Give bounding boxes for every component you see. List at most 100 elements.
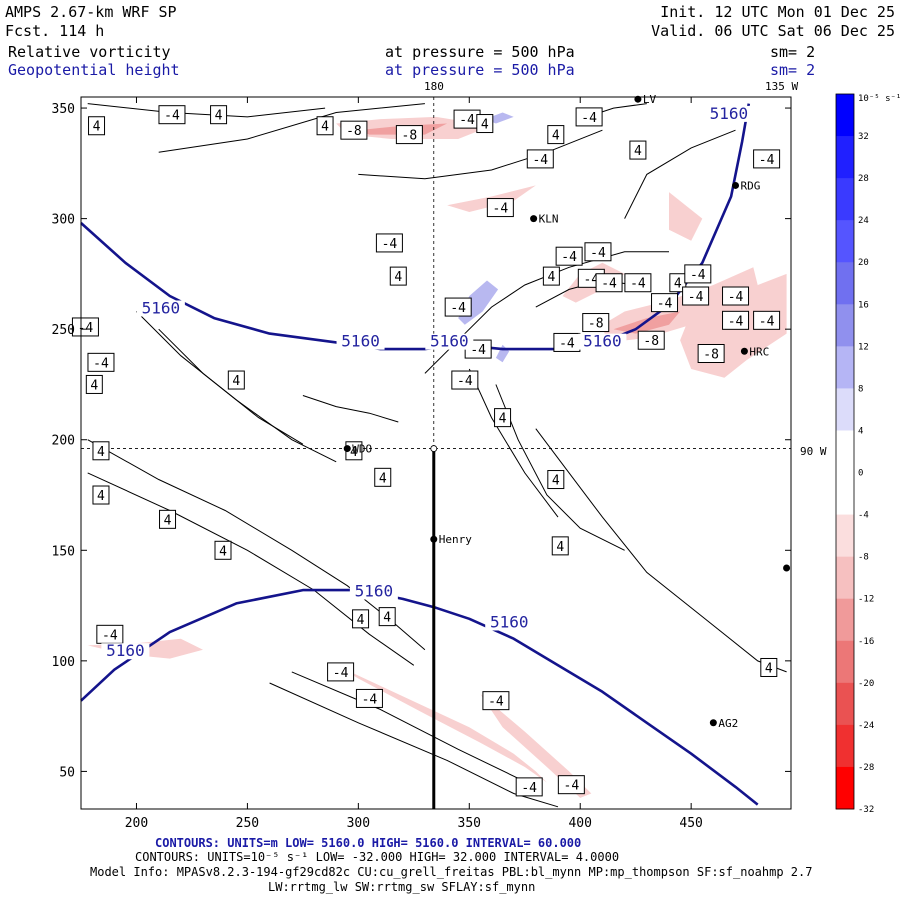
plot-frame — [80, 96, 792, 810]
vorticity-label-text: 4 — [634, 144, 642, 159]
x-tick-label: 450 — [679, 816, 702, 831]
y-tick-label: 150 — [52, 544, 75, 559]
vorticity-label: 4 — [476, 114, 494, 134]
vorticity-label-box — [378, 607, 396, 627]
vorticity-label-text: 4 — [97, 445, 105, 460]
vorticity-label: 4 — [629, 140, 647, 160]
pole-marker — [430, 445, 438, 452]
vorticity-label-text: -4 — [590, 246, 606, 261]
station-marker — [732, 181, 740, 189]
height-contour-line — [80, 103, 751, 351]
vorticity-contour-line — [87, 472, 415, 666]
vorticity-label-text: 4 — [547, 270, 555, 285]
stations: RDG KLN HRC WDO Henry AG2 LV — [343, 93, 791, 730]
vorticity-label-text: -4 — [362, 692, 378, 707]
vorticity-label-box — [476, 114, 494, 134]
meridian-90w-label: 90 W — [800, 445, 827, 458]
vorticity-label-box — [557, 775, 585, 795]
vorticity-label-text: 4 — [97, 489, 105, 504]
vorticity-label-text: -4 — [488, 695, 504, 710]
vorticity-contour-line — [624, 129, 736, 219]
vorticity-label-text: -4 — [382, 237, 398, 252]
vorticity-labels: -4 44 4 -8 -8-4 44-44-4 -4-4-44-4 -44 -4 -4 -4-44-… — [71, 105, 781, 797]
vorticity-label: -4 — [651, 293, 679, 313]
station-marker — [343, 445, 351, 453]
vorticity-label-box — [159, 509, 177, 529]
vorticity-label-box — [158, 105, 186, 125]
vorticity-label-box — [584, 242, 612, 262]
x-tick-label: 300 — [347, 816, 370, 831]
colorbar-swatch — [836, 514, 854, 558]
colorbar-frame — [835, 93, 855, 810]
height-label-bg — [101, 643, 150, 660]
colorbar-swatch — [836, 640, 854, 684]
colorbar-tick-label: -28 — [858, 763, 874, 773]
vorticity-label: 4 — [88, 116, 106, 136]
vorticity-label-box — [444, 297, 472, 317]
vorticity-label: 4 — [389, 266, 407, 286]
vorticity-label: -4 — [753, 310, 781, 330]
vorticity-label: 4 — [85, 374, 103, 394]
vorticity-label: -4 — [753, 149, 781, 169]
vorticity-label-text: -8 — [402, 129, 418, 144]
vorticity-label-box — [684, 264, 712, 284]
x-axis: 200 250 300 350 400 450 — [125, 97, 703, 831]
vorticity-label: -8 — [697, 343, 725, 363]
colorbar-swatch — [836, 430, 854, 474]
vorticity-label-box — [753, 149, 781, 169]
vorticity-label-box — [595, 273, 623, 293]
height-label: 5160 — [106, 641, 145, 660]
vorticity-label-box — [316, 116, 334, 136]
vorticity-label: -4 — [555, 246, 583, 266]
vorticity-label: -4 — [96, 624, 124, 644]
colorbar-tick-label: 32 — [858, 132, 869, 142]
vorticity-label: -4 — [71, 317, 99, 337]
vorticity-label-box — [486, 198, 514, 218]
colorbar-swatch — [836, 136, 854, 179]
vorticity-label-text: -4 — [759, 314, 775, 329]
vorticity-label-text: -4 — [521, 781, 537, 796]
meridian-180-label: 180 — [424, 80, 444, 93]
height-label-bg — [136, 300, 185, 317]
vorticity-label-box — [722, 286, 750, 306]
station-marker — [530, 215, 538, 223]
station-label: KLN — [539, 213, 559, 226]
y-tick-label: 350 — [52, 102, 75, 117]
vorticity-label-box — [542, 266, 560, 286]
colorbar-tick-label: 20 — [858, 258, 869, 268]
height-label: 5160 — [710, 104, 749, 123]
vorticity-label-box — [92, 441, 110, 461]
vorticity-label-text: 4 — [219, 544, 227, 559]
vorticity-label-box — [651, 293, 679, 313]
vorticity-label-box — [547, 470, 565, 490]
colorbar-swatch — [836, 304, 854, 347]
colorbar-swatch — [836, 724, 854, 768]
reference-lines — [81, 97, 791, 809]
colorbar-swatch — [836, 262, 854, 305]
vorticity-label-box — [451, 370, 479, 390]
station-label: WDO — [352, 443, 372, 456]
colorbar-tick-label: 12 — [858, 342, 869, 352]
vorticity-label: -4 — [486, 198, 514, 218]
vorticity-label-box — [547, 125, 565, 145]
y-tick-label: 250 — [52, 323, 75, 338]
field1-smoothing: sm= 2 — [770, 43, 815, 61]
vorticity-label: -4 — [453, 109, 481, 129]
colorbar-tick-label: 24 — [858, 216, 869, 226]
vorticity-label-box — [395, 125, 423, 145]
vorticity-label-text: -8 — [703, 347, 719, 362]
footer-physics: LW:rrtmg_lw SW:rrtmg_sw SFLAY:sf_mynn — [268, 880, 535, 894]
x-tick-label: 200 — [125, 816, 148, 831]
height-label-bg — [485, 614, 534, 631]
vorticity-label: 4 — [547, 470, 565, 490]
vorticity-label-box — [624, 273, 652, 293]
vorticity-label: 4 — [92, 441, 110, 461]
vorticity-label-text: 4 — [164, 513, 172, 528]
vorticity-label: -4 — [87, 352, 115, 372]
vorticity-label-text: -4 — [688, 290, 704, 305]
model-title: AMPS 2.67-km WRF SP — [5, 3, 177, 21]
vorticity-label-text: 4 — [357, 613, 365, 628]
vorticity-label: -8 — [582, 313, 610, 333]
vorticity-label-text: -4 — [164, 109, 180, 124]
vorticity-label-text: 4 — [556, 540, 564, 555]
